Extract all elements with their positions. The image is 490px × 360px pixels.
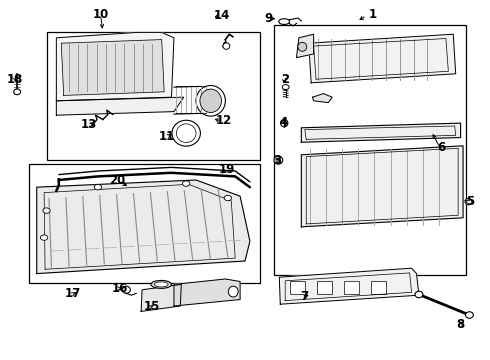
Polygon shape (313, 94, 332, 103)
Text: 15: 15 (144, 300, 160, 313)
Text: 3: 3 (273, 154, 281, 167)
Bar (274, 25, 466, 275)
Text: 18: 18 (6, 73, 23, 86)
Bar (47, 32, 260, 160)
Ellipse shape (154, 282, 168, 287)
Text: 7: 7 (301, 291, 309, 303)
Text: 14: 14 (213, 9, 230, 22)
Text: 16: 16 (112, 282, 128, 294)
Ellipse shape (182, 181, 190, 186)
Ellipse shape (94, 185, 102, 190)
Text: 11: 11 (158, 130, 175, 143)
Text: 2: 2 (281, 73, 289, 86)
Polygon shape (61, 40, 164, 95)
Text: 19: 19 (218, 163, 235, 176)
Polygon shape (37, 180, 250, 274)
Text: 6: 6 (437, 141, 445, 154)
Ellipse shape (228, 286, 238, 297)
Ellipse shape (276, 158, 281, 162)
Text: 5: 5 (466, 195, 474, 208)
Ellipse shape (40, 235, 48, 240)
Ellipse shape (196, 85, 225, 116)
Text: 13: 13 (81, 118, 98, 131)
Polygon shape (309, 34, 456, 83)
Ellipse shape (176, 124, 196, 143)
Text: 9: 9 (265, 12, 272, 25)
Bar (290, 281, 305, 294)
Text: 8: 8 (457, 318, 465, 330)
Ellipse shape (151, 280, 171, 288)
Ellipse shape (224, 195, 232, 201)
Ellipse shape (14, 89, 21, 95)
Ellipse shape (280, 120, 288, 127)
Polygon shape (56, 97, 184, 115)
Text: 4: 4 (279, 116, 287, 129)
Ellipse shape (282, 85, 289, 90)
Polygon shape (279, 268, 419, 304)
Polygon shape (296, 34, 314, 58)
Bar (29, 164, 260, 283)
Polygon shape (141, 284, 181, 311)
Ellipse shape (279, 19, 290, 24)
Ellipse shape (122, 286, 130, 293)
Polygon shape (301, 146, 463, 227)
Ellipse shape (298, 42, 307, 51)
Ellipse shape (415, 291, 423, 298)
Text: 1: 1 (368, 8, 376, 21)
Text: 10: 10 (92, 8, 109, 21)
Text: 17: 17 (64, 287, 81, 300)
Ellipse shape (200, 89, 221, 112)
Polygon shape (56, 32, 174, 101)
Text: 20: 20 (109, 174, 126, 186)
Ellipse shape (223, 43, 230, 49)
Ellipse shape (172, 120, 200, 146)
Bar (344, 281, 359, 294)
Ellipse shape (465, 198, 472, 205)
Bar (371, 281, 386, 294)
Polygon shape (301, 123, 461, 142)
Text: 12: 12 (215, 114, 232, 127)
Ellipse shape (466, 312, 473, 318)
Bar (317, 281, 332, 294)
Polygon shape (174, 279, 240, 306)
Ellipse shape (274, 156, 283, 164)
Ellipse shape (43, 208, 50, 213)
